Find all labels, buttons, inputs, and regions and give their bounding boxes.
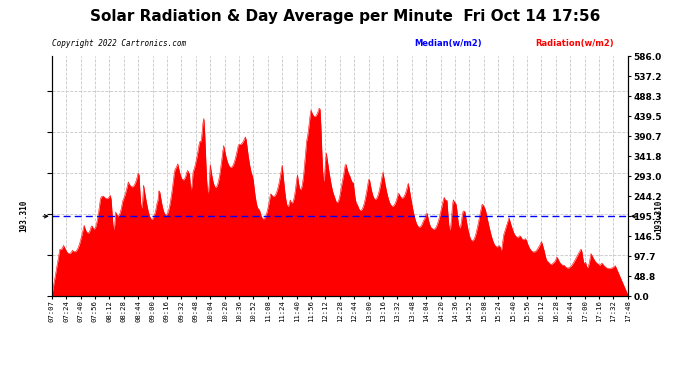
Text: 193.310: 193.310 bbox=[20, 200, 29, 232]
Text: Solar Radiation & Day Average per Minute  Fri Oct 14 17:56: Solar Radiation & Day Average per Minute… bbox=[90, 9, 600, 24]
Text: Median(w/m2): Median(w/m2) bbox=[414, 39, 482, 48]
Text: Radiation(w/m2): Radiation(w/m2) bbox=[535, 39, 613, 48]
Text: Copyright 2022 Cartronics.com: Copyright 2022 Cartronics.com bbox=[52, 39, 186, 48]
Text: 193.310: 193.310 bbox=[654, 200, 663, 232]
